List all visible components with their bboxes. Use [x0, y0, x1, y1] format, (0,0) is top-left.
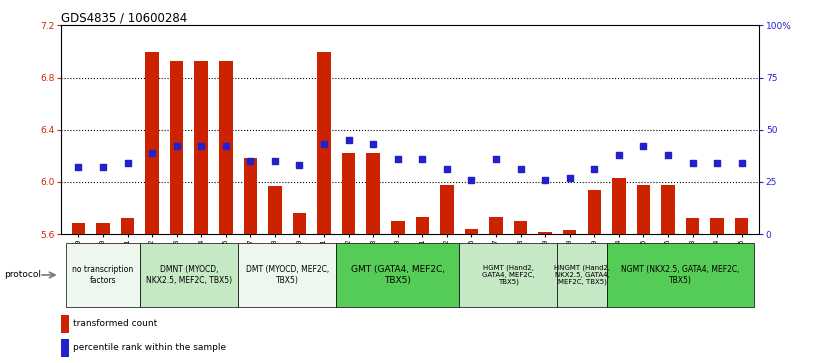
Text: HGMT (Hand2,
GATA4, MEF2C,
TBX5): HGMT (Hand2, GATA4, MEF2C, TBX5)	[482, 265, 534, 285]
Bar	[661, 184, 675, 234]
Bar	[244, 159, 257, 234]
Bar	[238, 243, 336, 307]
Bar	[121, 219, 135, 234]
Point	[441, 167, 454, 172]
Point	[293, 162, 306, 168]
Text: GDS4835 / 10600284: GDS4835 / 10600284	[61, 11, 188, 24]
Point	[711, 160, 724, 166]
Text: NGMT (NKX2.5, GATA4, MEF2C,
TBX5): NGMT (NKX2.5, GATA4, MEF2C, TBX5)	[621, 265, 739, 285]
Point	[637, 144, 650, 150]
Point	[662, 152, 675, 158]
Bar	[96, 223, 109, 234]
Bar	[563, 229, 576, 234]
Point	[612, 152, 625, 158]
Point	[220, 144, 233, 150]
Bar	[170, 61, 184, 234]
Bar	[440, 184, 454, 234]
Point	[686, 160, 699, 166]
Point	[588, 167, 601, 172]
Bar	[145, 52, 159, 234]
Bar	[391, 221, 405, 234]
Text: percentile rank within the sample: percentile rank within the sample	[73, 343, 226, 352]
Text: no transcription
factors: no transcription factors	[73, 265, 134, 285]
Point	[317, 142, 330, 147]
Point	[416, 156, 429, 162]
Point	[735, 160, 748, 166]
Text: protocol: protocol	[4, 270, 41, 280]
Bar	[606, 243, 754, 307]
Bar	[514, 221, 527, 234]
Point	[539, 177, 552, 183]
Bar	[636, 184, 650, 234]
Point	[490, 156, 503, 162]
Bar	[194, 61, 208, 234]
Bar	[140, 243, 238, 307]
Bar	[293, 213, 306, 234]
Bar	[72, 223, 85, 234]
Bar	[490, 217, 503, 234]
Bar	[268, 186, 282, 234]
Bar	[735, 218, 748, 234]
Bar	[464, 229, 478, 234]
Bar	[66, 243, 140, 307]
Point	[170, 144, 183, 150]
Bar	[588, 190, 601, 234]
Bar	[685, 219, 699, 234]
Bar	[557, 243, 606, 307]
Bar	[317, 52, 330, 234]
Bar	[336, 243, 459, 307]
Point	[268, 158, 282, 164]
Text: DMNT (MYOCD,
NKX2.5, MEF2C, TBX5): DMNT (MYOCD, NKX2.5, MEF2C, TBX5)	[146, 265, 232, 285]
Text: transformed count: transformed count	[73, 319, 157, 329]
Point	[391, 156, 404, 162]
Bar	[415, 217, 429, 234]
Point	[244, 158, 257, 164]
Point	[342, 137, 355, 143]
Point	[563, 175, 576, 181]
Bar	[459, 243, 557, 307]
Bar	[219, 61, 233, 234]
Bar	[539, 232, 552, 234]
Point	[195, 144, 208, 150]
Bar	[366, 153, 380, 234]
Point	[72, 164, 85, 170]
Bar	[342, 153, 356, 234]
Text: GMT (GATA4, MEF2C,
TBX5): GMT (GATA4, MEF2C, TBX5)	[351, 265, 445, 285]
Point	[366, 142, 379, 147]
Bar	[612, 178, 626, 234]
Point	[96, 164, 109, 170]
Point	[121, 160, 134, 166]
Point	[514, 167, 527, 172]
Text: HNGMT (Hand2,
NKX2.5, GATA4,
MEF2C, TBX5): HNGMT (Hand2, NKX2.5, GATA4, MEF2C, TBX5…	[554, 265, 610, 285]
Bar	[711, 218, 724, 234]
Bar	[61, 315, 69, 333]
Text: DMT (MYOCD, MEF2C,
TBX5): DMT (MYOCD, MEF2C, TBX5)	[246, 265, 329, 285]
Point	[145, 150, 158, 156]
Point	[465, 177, 478, 183]
Bar	[61, 339, 69, 356]
